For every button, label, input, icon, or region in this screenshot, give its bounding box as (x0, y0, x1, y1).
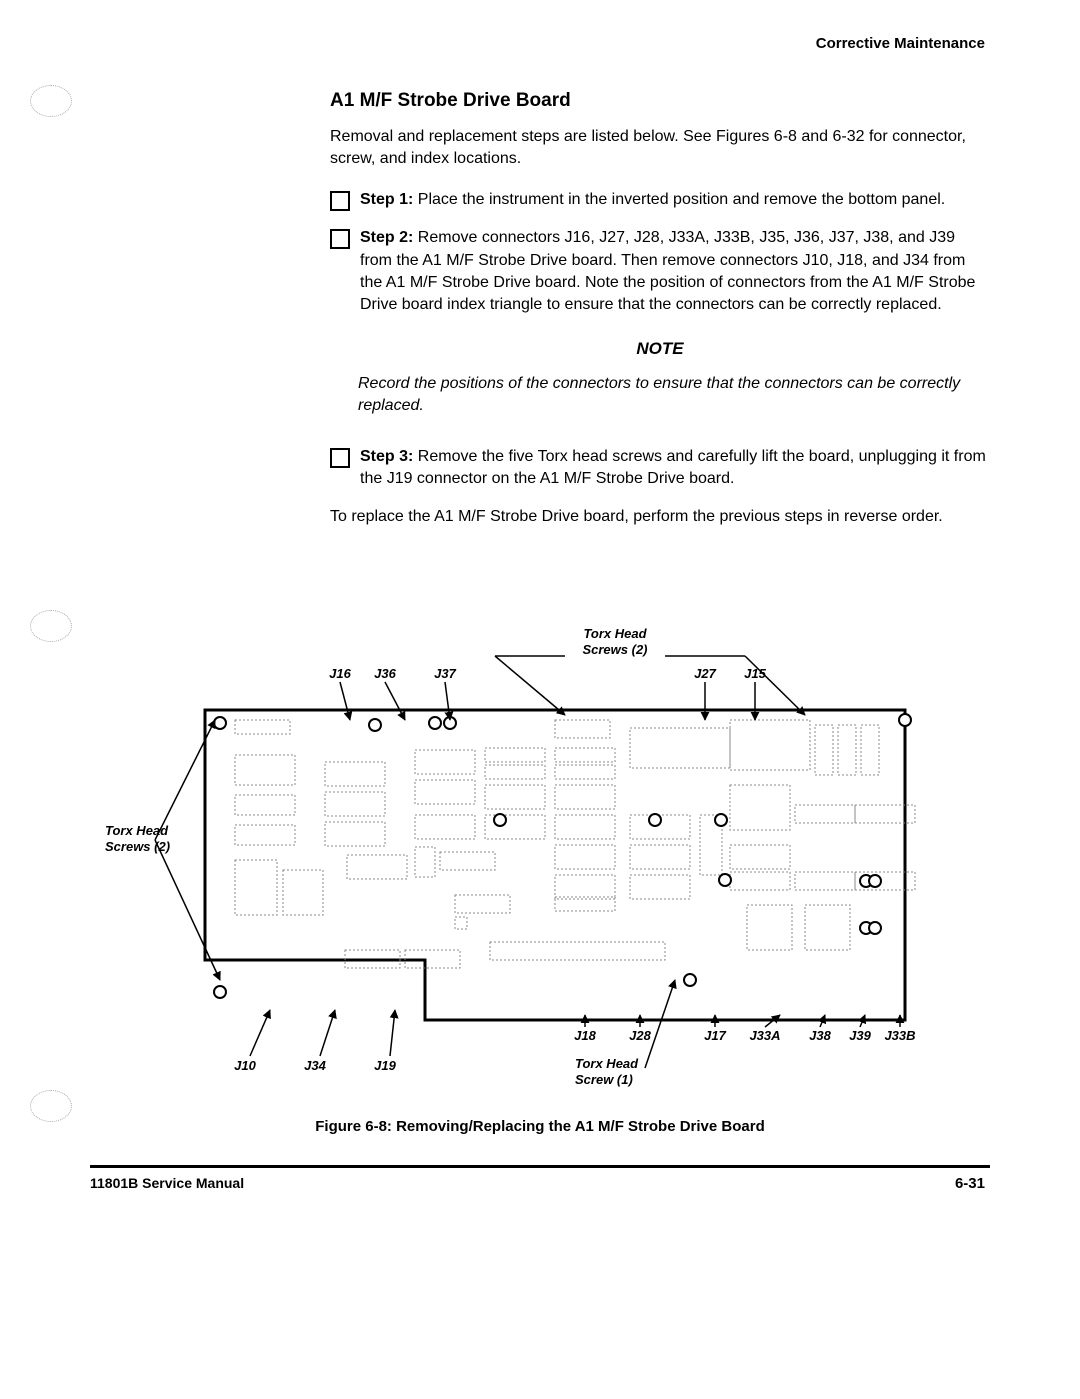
step-body: Place the instrument in the inverted pos… (418, 191, 945, 208)
figure-6-8: Torx HeadScrews (2)J16J36J37J27J15Torx H… (85, 620, 985, 1100)
svg-text:Torx Head: Torx Head (583, 626, 647, 641)
closing-paragraph: To replace the A1 M/F Strobe Drive board… (330, 506, 990, 528)
checkbox-icon (330, 229, 350, 249)
footer-left: 11801B Service Manual (90, 1175, 244, 1191)
figure-caption: Figure 6-8: Removing/Replacing the A1 M/… (0, 1118, 1080, 1135)
checkbox-icon (330, 191, 350, 211)
note-body: Record the positions of the connectors t… (358, 373, 970, 418)
step-body: Remove the five Torx head screws and car… (360, 448, 986, 487)
step-2: Step 2: Remove connectors J16, J27, J28,… (330, 227, 990, 317)
step-text: Step 3: Remove the five Torx head screws… (360, 446, 990, 491)
main-content: A1 M/F Strobe Drive Board Removal and re… (330, 90, 990, 529)
binder-hole-icon (30, 85, 72, 117)
svg-text:J19: J19 (374, 1058, 396, 1073)
checkbox-icon (330, 448, 350, 468)
note-heading: NOTE (330, 339, 990, 359)
svg-text:Torx Head: Torx Head (575, 1056, 639, 1071)
svg-text:J38: J38 (809, 1028, 831, 1043)
svg-text:J37: J37 (434, 666, 456, 681)
intro-paragraph: Removal and replacement steps are listed… (330, 126, 990, 171)
svg-text:J16: J16 (329, 666, 351, 681)
svg-text:J33A: J33A (749, 1028, 780, 1043)
section-title: A1 M/F Strobe Drive Board (330, 90, 990, 112)
binder-hole-icon (30, 610, 72, 642)
svg-text:Screws (2): Screws (2) (582, 642, 647, 657)
svg-text:J27: J27 (694, 666, 716, 681)
step-3: Step 3: Remove the five Torx head screws… (330, 446, 990, 491)
header-right: Corrective Maintenance (816, 35, 985, 52)
step-label: Step 1: (360, 191, 413, 208)
svg-text:J33B: J33B (884, 1028, 915, 1043)
svg-text:J17: J17 (704, 1028, 726, 1043)
svg-text:J10: J10 (234, 1058, 256, 1073)
board-diagram: Torx HeadScrews (2)J16J36J37J27J15Torx H… (85, 620, 985, 1100)
svg-text:J36: J36 (374, 666, 396, 681)
step-body: Remove connectors J16, J27, J28, J33A, J… (360, 229, 975, 313)
footer-rule (90, 1165, 990, 1168)
svg-text:J18: J18 (574, 1028, 596, 1043)
step-label: Step 3: (360, 448, 413, 465)
svg-text:J28: J28 (629, 1028, 651, 1043)
svg-text:J15: J15 (744, 666, 766, 681)
svg-text:J39: J39 (849, 1028, 871, 1043)
page: Corrective Maintenance A1 M/F Strobe Dri… (0, 0, 1080, 1399)
step-label: Step 2: (360, 229, 413, 246)
svg-text:Screw (1): Screw (1) (575, 1072, 633, 1087)
step-text: Step 1: Place the instrument in the inve… (360, 189, 945, 211)
step-text: Step 2: Remove connectors J16, J27, J28,… (360, 227, 990, 317)
svg-text:J34: J34 (304, 1058, 326, 1073)
step-1: Step 1: Place the instrument in the inve… (330, 189, 990, 211)
footer-right: 6-31 (955, 1175, 985, 1192)
